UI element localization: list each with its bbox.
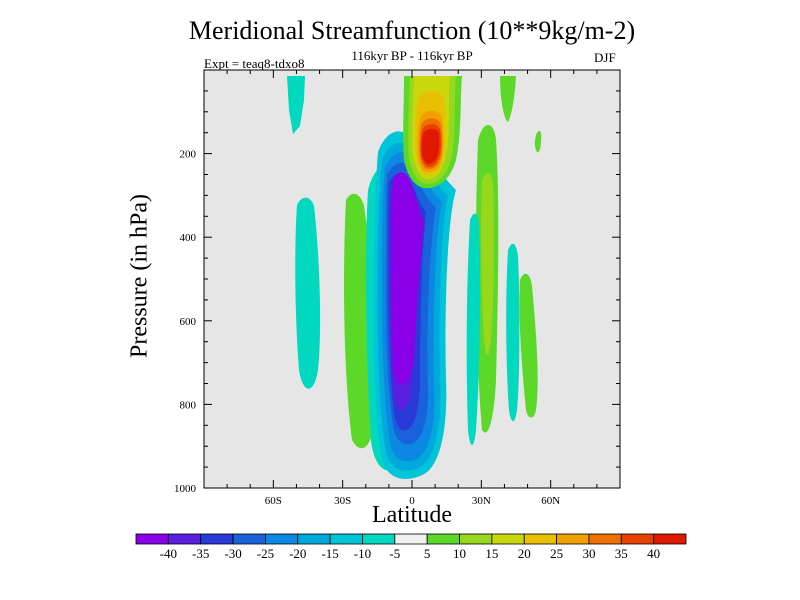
y-tick-label: 600 (180, 316, 197, 328)
colorbar-label: 40 (647, 546, 660, 561)
colorbar-swatch (232, 533, 266, 545)
x-tick-label: 30S (334, 495, 351, 507)
contour-green-thin-north (519, 273, 538, 418)
x-tick-label: 60N (541, 495, 560, 507)
colorbar-label: 25 (550, 546, 563, 561)
x-tick-label: 60S (265, 495, 282, 507)
y-tick-label: 400 (180, 232, 197, 244)
colorbar-label: 15 (485, 546, 498, 561)
colorbar-label: -5 (389, 546, 400, 561)
colorbar-label: -20 (289, 546, 306, 561)
x-axis: 60S 30S 0 30N 60N (203, 70, 621, 507)
colorbar-swatch (620, 533, 655, 545)
colorbar-swatch (135, 533, 169, 545)
colorbar-swatch (459, 533, 493, 545)
chart-subtitle: 116kyr BP - 116kyr BP (351, 48, 473, 63)
colorbar-label: 10 (453, 546, 466, 561)
x-tick-label: 0 (409, 495, 415, 507)
colorbar-swatch (523, 533, 557, 545)
colorbar-swatch (588, 533, 622, 545)
y-tick-label: 200 (180, 149, 197, 161)
season-label: DJF (594, 50, 616, 65)
contour-layer (287, 76, 542, 479)
contour-cyan-column-north-1 (466, 213, 480, 445)
colorbar-label: -15 (321, 546, 338, 561)
contour-yellow-band-north (480, 173, 495, 355)
colorbar-label: 35 (615, 546, 628, 561)
chart-title: Meridional Streamfunction (10**9kg/m-2) (188, 16, 636, 45)
y-tick-label: 800 (180, 399, 197, 411)
x-tick-label: 30N (472, 495, 491, 507)
y-tick-label: 1000 (174, 483, 197, 495)
colorbar-swatch (265, 533, 299, 545)
colorbar-label: -35 (192, 546, 209, 561)
contour-level-m40 (391, 172, 424, 385)
colorbar-swatch (394, 533, 428, 545)
colorbar-swatch (362, 533, 396, 545)
contour-green-streak-north (500, 76, 516, 122)
colorbar-label: -40 (160, 546, 177, 561)
colorbar-swatch (556, 533, 590, 545)
experiment-label: Expt = teaq8-tdxo8 (204, 56, 305, 71)
contour-level-p40 (421, 128, 440, 164)
colorbar: -40 -35 -30 -25 -20 -15 -10 -5 5 10 15 20 25 30 35 40 (135, 533, 687, 561)
contour-cyan-column-north-2 (506, 243, 520, 422)
colorbar-swatch (297, 533, 331, 545)
x-axis-label: Latitude (372, 502, 452, 528)
colorbar-label: -30 (224, 546, 241, 561)
colorbar-swatch (426, 533, 460, 545)
contour-green-dot-north (534, 130, 542, 153)
y-axis: 200 400 600 800 1000 (174, 69, 620, 495)
colorbar-label: 20 (518, 546, 531, 561)
colorbar-swatch (653, 533, 687, 545)
colorbar-swatch (329, 533, 363, 545)
colorbar-label: 5 (424, 546, 431, 561)
colorbar-swatch (200, 533, 234, 545)
contour-cyan-band-south (295, 197, 321, 389)
colorbar-swatch (167, 533, 202, 545)
contour-cyan-streak-south (287, 76, 305, 134)
colorbar-label: -25 (257, 546, 274, 561)
colorbar-label: 30 (582, 546, 595, 561)
colorbar-swatch (491, 533, 525, 545)
colorbar-label: -10 (354, 546, 371, 561)
